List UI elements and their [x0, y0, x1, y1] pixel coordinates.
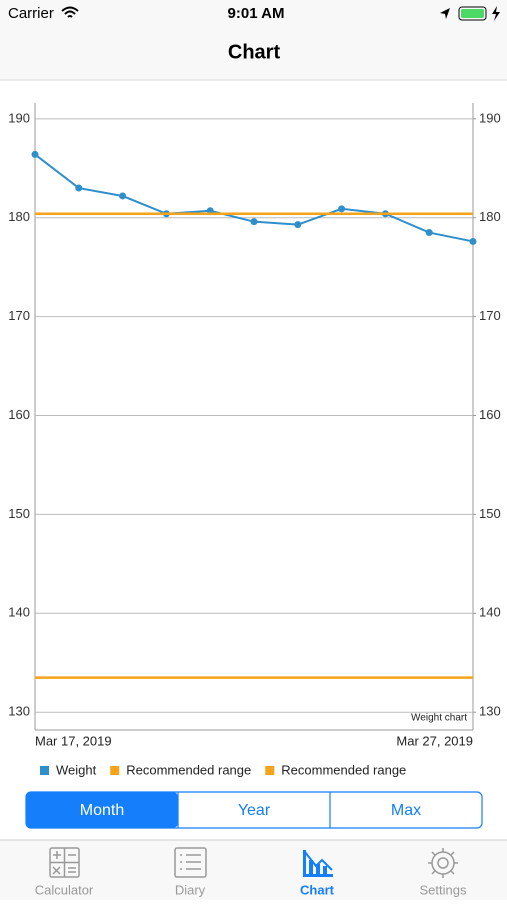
y2-tick-label: 190 [479, 110, 501, 125]
weight-point [425, 229, 433, 237]
legend-label: Recommended range [281, 762, 406, 777]
legend-label: Recommended range [126, 762, 251, 777]
calculator-icon [49, 847, 80, 878]
y2-tick-label: 140 [479, 605, 501, 620]
weight-point [75, 184, 83, 192]
weight-line [34, 153, 474, 243]
y-tick-label: 150 [8, 506, 30, 521]
wifi-icon [61, 6, 79, 18]
y-tick-label: 160 [8, 407, 30, 422]
time: 9:01 AM [228, 5, 285, 22]
chart-icon [303, 850, 333, 877]
charging-icon [492, 6, 500, 21]
segment-label[interactable]: Max [391, 802, 421, 819]
tab-label[interactable]: Calculator [35, 882, 94, 897]
nav-title: Chart [228, 41, 281, 63]
segment-label[interactable]: Year [238, 802, 271, 819]
segmented-control: Month Year Max [25, 791, 483, 829]
y-tick-label: 140 [8, 605, 30, 620]
tab-label[interactable]: Settings [420, 882, 467, 897]
y-tick-label: 170 [8, 308, 30, 323]
y-tick-label: 130 [8, 704, 30, 719]
legend-swatch [265, 766, 275, 775]
weight-point [250, 218, 258, 226]
header-bg [0, 0, 507, 80]
tab-bar-bg [0, 840, 507, 900]
weight-point [338, 205, 346, 213]
y2-tick-label: 150 [479, 506, 501, 521]
tab-label[interactable]: Diary [175, 882, 206, 897]
tab-label[interactable]: Chart [300, 882, 335, 897]
y2-tick-label: 170 [479, 308, 501, 323]
y-tick-label: 190 [8, 110, 30, 125]
legend-swatch [40, 766, 49, 775]
carrier: Carrier [8, 5, 54, 22]
legend-label: Weight [56, 762, 97, 777]
chart: 130 140 150 160 170 180 190 130 140 150 160 170 180 1… [8, 103, 501, 777]
battery-level [461, 9, 484, 18]
segment-selected [26, 792, 178, 828]
y-tick-label: 180 [8, 209, 30, 224]
weight-point [119, 192, 127, 200]
weight-point [294, 221, 302, 229]
settings-icon [428, 848, 458, 878]
y2-tick-label: 130 [479, 704, 501, 719]
weight-point [31, 150, 39, 158]
x-tick-label: Mar 27, 2019 [396, 733, 473, 748]
y2-tick-label: 180 [479, 209, 501, 224]
diary-icon [174, 847, 207, 878]
annotation: Weight chart [411, 713, 467, 724]
battery [458, 6, 487, 21]
y2-tick-label: 160 [479, 407, 501, 422]
location-icon [440, 8, 450, 19]
legend-swatch [110, 766, 120, 775]
segment-label[interactable]: Month [80, 802, 124, 819]
x-tick-label: Mar 17, 2019 [35, 733, 112, 748]
weight-point [469, 237, 477, 245]
